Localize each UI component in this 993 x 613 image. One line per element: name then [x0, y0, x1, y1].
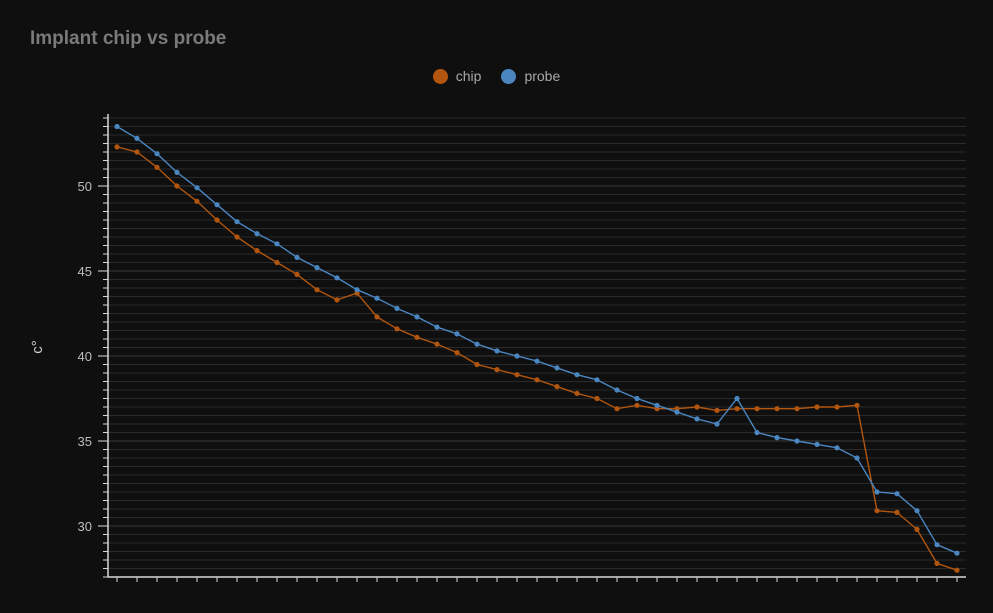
data-point-chip: [514, 372, 520, 378]
data-point-chip: [234, 234, 240, 240]
data-point-probe: [314, 265, 320, 271]
data-point-probe: [754, 429, 760, 436]
data-point-chip: [494, 367, 500, 373]
data-point-chip: [374, 314, 380, 320]
data-point-chip: [534, 377, 540, 383]
data-point-probe: [734, 395, 740, 402]
data-point-probe: [394, 305, 400, 311]
legend-swatch-chip: [432, 68, 448, 84]
chart-title: Implant chip vs probe: [30, 28, 227, 49]
data-point-chip: [554, 384, 560, 390]
legend: chip probe: [0, 68, 993, 84]
data-point-chip: [754, 406, 760, 412]
data-point-probe: [854, 455, 860, 461]
data-point-probe: [454, 331, 460, 337]
data-point-chip: [854, 402, 860, 408]
data-point-chip: [814, 404, 820, 410]
data-point-chip: [114, 144, 120, 150]
data-point-probe: [834, 445, 840, 451]
data-point-chip: [794, 406, 800, 412]
data-point-probe: [254, 231, 260, 237]
data-point-probe: [954, 550, 960, 556]
data-point-probe: [494, 348, 500, 354]
data-point-chip: [914, 526, 920, 533]
data-point-chip: [454, 350, 460, 356]
data-point-chip: [694, 404, 700, 410]
data-point-chip: [834, 404, 840, 410]
legend-label-chip: chip: [455, 68, 482, 84]
data-point-probe: [474, 341, 480, 347]
data-point-chip: [134, 149, 140, 155]
data-point-probe: [634, 395, 640, 402]
legend-label-probe: probe: [524, 68, 561, 84]
data-point-probe: [594, 377, 600, 383]
data-point-probe: [234, 219, 240, 225]
data-point-chip: [434, 341, 440, 347]
data-point-chip: [634, 402, 640, 408]
legend-item-probe[interactable]: probe: [501, 68, 560, 84]
data-point-chip: [574, 390, 580, 396]
data-point-chip: [954, 567, 960, 573]
data-point-chip: [174, 183, 180, 189]
data-point-chip: [394, 326, 400, 332]
data-point-chip: [194, 198, 200, 204]
data-point-chip: [894, 509, 900, 515]
legend-item-chip[interactable]: chip: [432, 68, 482, 84]
data-point-probe: [214, 202, 220, 208]
y-tick-label: 35: [78, 434, 92, 449]
data-point-probe: [134, 135, 140, 141]
data-point-chip: [414, 334, 420, 340]
data-point-probe: [694, 416, 700, 422]
data-point-chip: [714, 407, 720, 413]
data-point-probe: [354, 287, 360, 293]
data-point-chip: [734, 406, 740, 412]
data-point-chip: [314, 287, 320, 293]
data-point-chip: [594, 395, 600, 402]
data-point-probe: [294, 254, 300, 260]
series-line-probe: [116, 125, 958, 554]
data-point-probe: [554, 365, 560, 371]
data-point-probe: [514, 353, 520, 359]
y-axis-label: c°: [29, 340, 46, 354]
data-point-chip: [214, 217, 220, 223]
data-point-chip: [934, 560, 940, 567]
data-point-probe: [374, 295, 380, 301]
data-point-probe: [154, 151, 160, 157]
data-point-probe: [174, 169, 180, 175]
data-point-probe: [194, 185, 200, 191]
data-point-chip: [774, 406, 780, 412]
legend-swatch-probe: [501, 68, 517, 84]
data-point-chip: [154, 164, 160, 170]
data-point-probe: [934, 542, 940, 548]
data-point-chip: [274, 259, 280, 266]
data-point-chip: [254, 248, 260, 254]
data-point-chip: [874, 508, 880, 514]
data-point-probe: [574, 372, 580, 378]
data-point-probe: [714, 421, 720, 427]
y-tick-label: 50: [78, 179, 92, 194]
y-tick-label: 45: [78, 264, 92, 279]
data-point-probe: [414, 314, 420, 320]
data-point-probe: [914, 508, 920, 514]
data-point-chip: [294, 271, 300, 277]
data-point-probe: [654, 402, 660, 408]
data-point-probe: [274, 241, 280, 247]
data-point-probe: [794, 438, 800, 444]
data-point-probe: [534, 358, 540, 364]
data-point-probe: [614, 387, 620, 393]
data-point-probe: [874, 489, 880, 495]
data-point-probe: [674, 409, 680, 415]
data-point-probe: [894, 491, 900, 497]
y-tick-label: 40: [78, 349, 92, 364]
data-point-chip: [614, 406, 620, 412]
data-point-probe: [334, 275, 340, 281]
data-point-chip: [474, 361, 480, 368]
data-point-chip: [334, 297, 340, 303]
data-point-probe: [774, 435, 780, 441]
data-point-probe: [814, 441, 820, 447]
data-point-probe: [434, 324, 440, 330]
data-point-probe: [114, 123, 120, 130]
y-tick-label: 30: [78, 519, 92, 534]
